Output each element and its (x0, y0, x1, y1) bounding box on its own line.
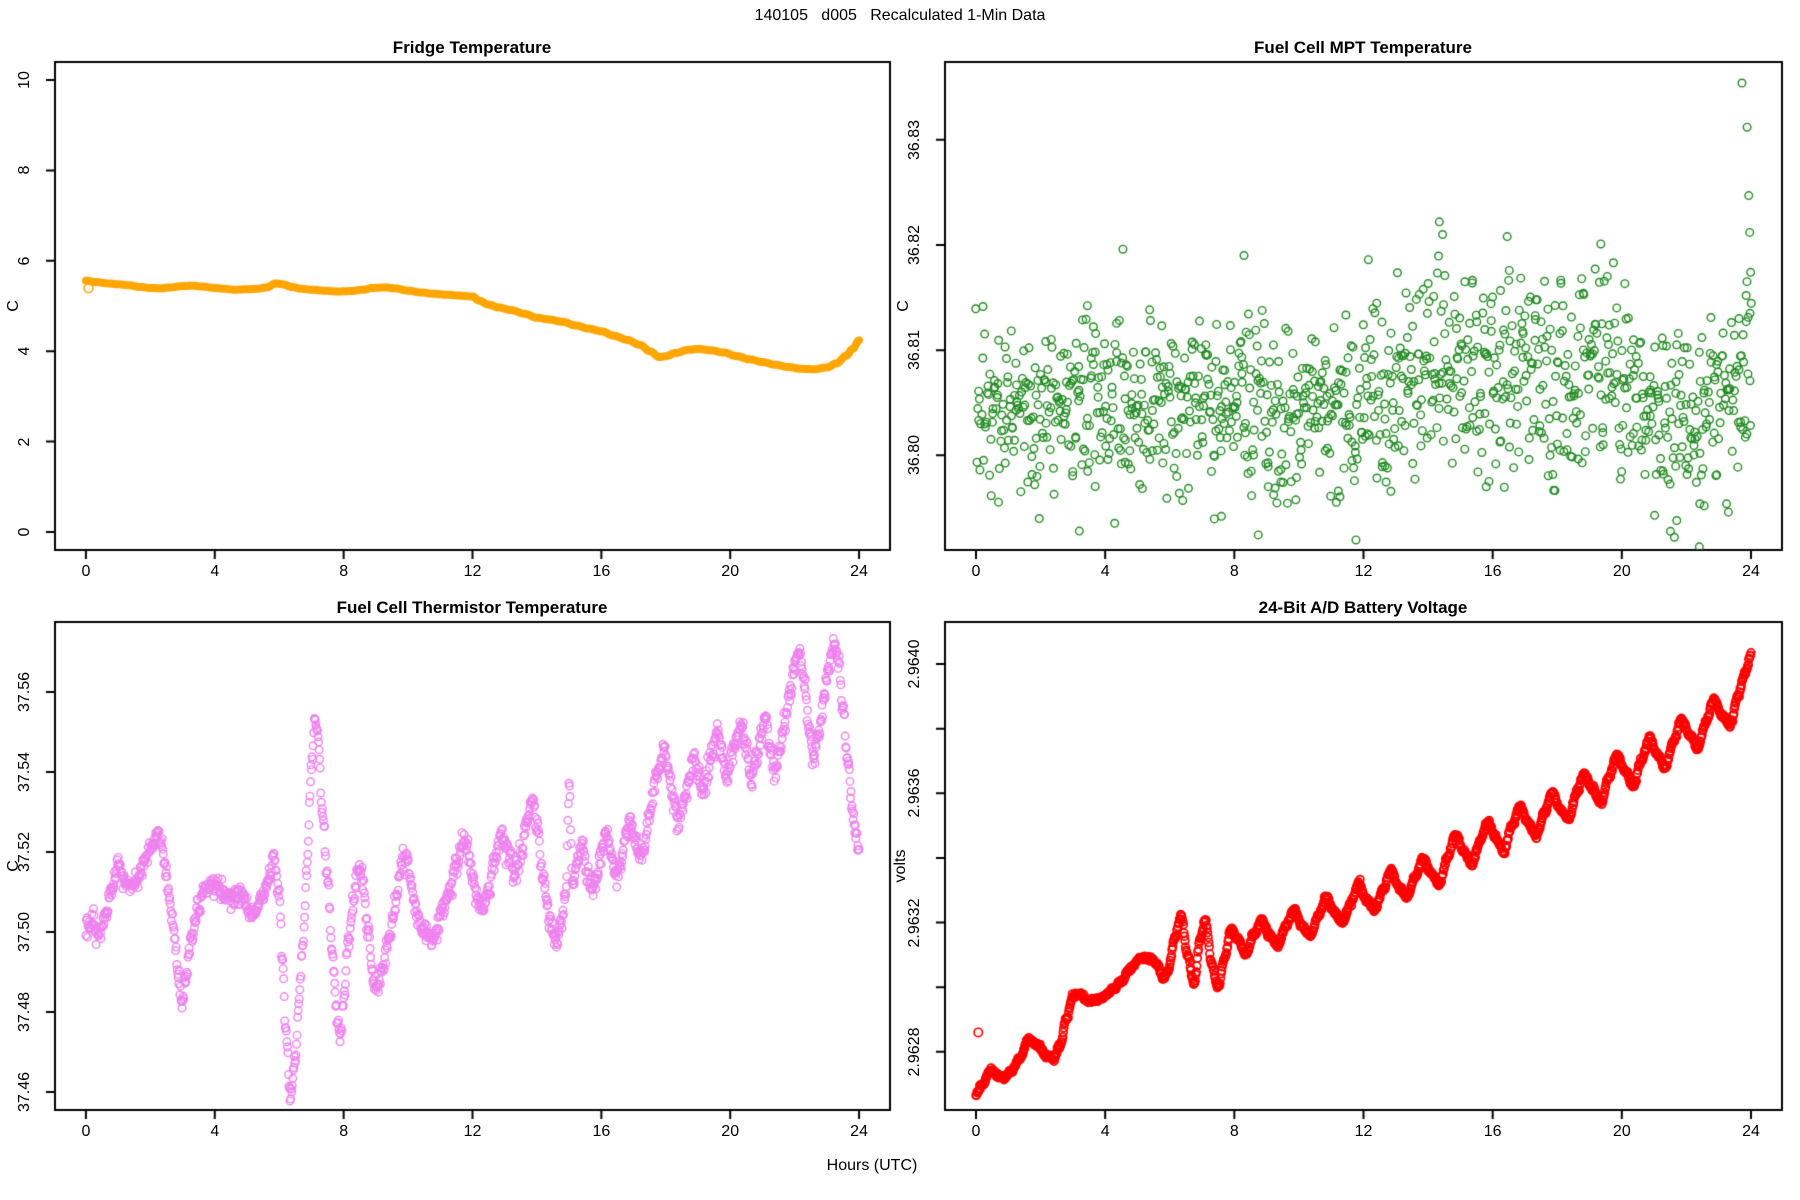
x-tick-label: 0 (971, 1123, 981, 1140)
panel-title-fridge-temperature: Fridge Temperature (392, 38, 552, 57)
x-tick-label: 12 (1354, 563, 1373, 580)
y-tick-label: 10 (16, 71, 33, 89)
y-tick-label: 8 (16, 165, 33, 175)
panel-title-battery-voltage: 24-Bit A/D Battery Voltage (1258, 598, 1468, 617)
y-tick-label: 2.9632 (906, 898, 923, 948)
x-tick-label: 8 (339, 563, 349, 580)
y-axis-label-mpt: C (895, 300, 912, 312)
x-tick-label: 24 (1742, 563, 1760, 580)
x-tick-label: 16 (592, 1123, 611, 1140)
y-tick-label: 6 (16, 256, 33, 266)
x-tick-label: 16 (1483, 563, 1502, 580)
y-tick-label: 37.50 (16, 911, 33, 953)
y-tick-label: 36.83 (906, 119, 923, 160)
x-tick-label: 8 (1229, 1123, 1239, 1140)
y-tick-label: 37.48 (16, 991, 33, 1033)
y-tick-label: 37.56 (16, 671, 33, 713)
x-tick-label: 4 (210, 1123, 220, 1140)
x-tick-label: 8 (339, 1123, 349, 1140)
x-tick-label: 16 (1483, 1123, 1502, 1140)
x-tick-label: 0 (81, 563, 91, 580)
x-tick-label: 4 (1100, 1123, 1110, 1140)
panel-title-fuel-cell-thermistor-temperature: Fuel Cell Thermistor Temperature (336, 598, 608, 617)
x-tick-label: 4 (210, 563, 220, 580)
y-tick-label: 37.52 (16, 831, 33, 873)
x-tick-label: 24 (850, 1123, 868, 1140)
y-tick-label: 2.9628 (906, 1027, 923, 1077)
x-tick-label: 8 (1229, 563, 1239, 580)
x-tick-label: 12 (463, 1123, 482, 1140)
y-tick-label: 37.46 (16, 1071, 33, 1113)
y-tick-label: 36.82 (906, 224, 923, 266)
y-tick-label: 36.80 (906, 435, 923, 476)
y-tick-label: 2.9636 (906, 768, 923, 818)
y-tick-label: 2.9640 (906, 639, 923, 689)
x-axis-label: Hours (UTC) (826, 1157, 918, 1174)
y-tick-label: 37.54 (16, 751, 33, 793)
panel-title-fuel-cell-mpt-temperature: Fuel Cell MPT Temperature (1254, 38, 1472, 57)
y-tick-label: 0 (16, 527, 33, 537)
x-tick-label: 12 (1354, 1123, 1373, 1140)
y-tick-label: 4 (16, 346, 33, 356)
x-tick-label: 24 (850, 563, 868, 580)
y-axis-label-fridge: C (5, 300, 22, 312)
x-tick-label: 20 (1612, 563, 1631, 580)
x-tick-label: 16 (592, 563, 611, 580)
y-tick-label: 36.81 (906, 330, 923, 371)
y-axis-label-volts: volts (892, 849, 909, 883)
y-tick-label: 2 (16, 437, 33, 446)
x-tick-label: 4 (1100, 563, 1110, 580)
x-tick-label: 12 (463, 563, 482, 580)
x-tick-label: 20 (721, 563, 740, 580)
x-tick-label: 0 (81, 1123, 91, 1140)
x-tick-label: 20 (1612, 1123, 1631, 1140)
x-tick-label: 20 (721, 1123, 740, 1140)
x-tick-label: 0 (971, 563, 981, 580)
x-tick-label: 24 (1742, 1123, 1760, 1140)
figure-title: 140105 d005 Recalculated 1-Min Data (754, 7, 1046, 24)
